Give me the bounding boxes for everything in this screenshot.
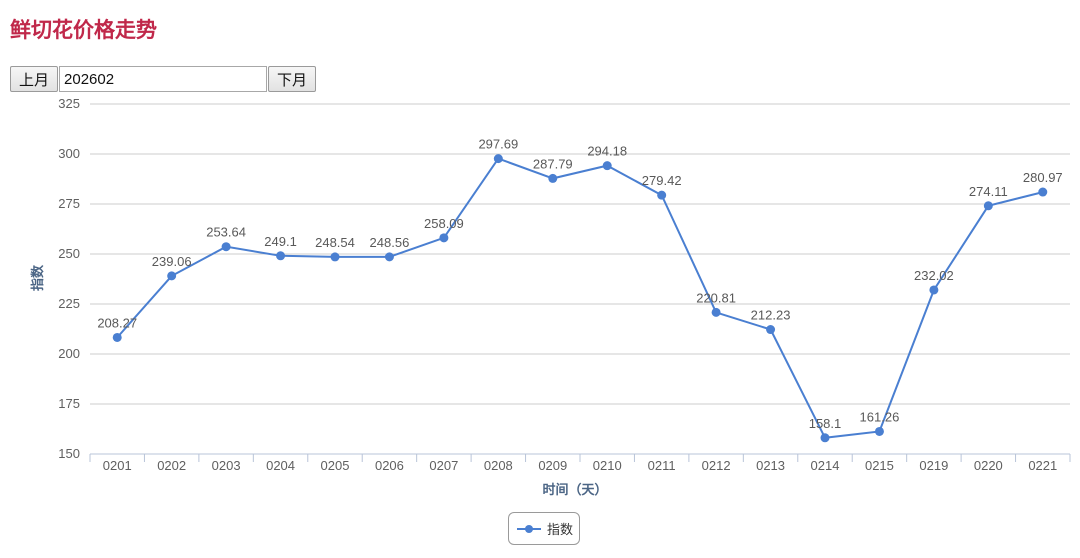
x-tick-label: 0219 bbox=[919, 458, 948, 473]
data-label: 280.97 bbox=[1023, 170, 1063, 185]
data-point[interactable] bbox=[167, 271, 177, 281]
x-axis: 0201 0202 0203 0204 0205 0206 0207 0208 0209 0210… bbox=[89, 454, 1071, 473]
data-point[interactable] bbox=[384, 252, 394, 262]
month-navigator: 上月 下月 bbox=[10, 66, 317, 92]
y-tick-label: 200 bbox=[58, 346, 80, 361]
x-tick-label: 0212 bbox=[702, 458, 731, 473]
legend-label: 指数 bbox=[546, 523, 573, 538]
x-tick-label: 0202 bbox=[157, 458, 186, 473]
data-point[interactable] bbox=[1038, 187, 1048, 197]
y-tick-label: 300 bbox=[58, 146, 80, 161]
data-point[interactable] bbox=[711, 307, 721, 317]
x-tick-label: 0213 bbox=[756, 458, 785, 473]
data-label: 279.42 bbox=[642, 173, 682, 188]
x-tick-label: 0215 bbox=[865, 458, 894, 473]
y-tick-label: 275 bbox=[58, 196, 80, 211]
x-tick-label: 0210 bbox=[593, 458, 622, 473]
x-tick-label: 0208 bbox=[484, 458, 513, 473]
month-input[interactable] bbox=[59, 66, 268, 92]
data-label: 248.56 bbox=[370, 235, 410, 250]
prev-month-button[interactable]: 上月 bbox=[10, 66, 59, 92]
data-label: 239.06 bbox=[152, 254, 192, 269]
x-tick-label: 0205 bbox=[321, 458, 350, 473]
data-label: 258.09 bbox=[424, 216, 464, 231]
data-label: 248.54 bbox=[315, 235, 355, 250]
y-tick-label: 250 bbox=[58, 246, 80, 261]
data-label: 253.64 bbox=[206, 225, 246, 240]
legend-line-marker-icon bbox=[516, 524, 541, 533]
data-point[interactable] bbox=[929, 285, 939, 295]
x-tick-label: 0203 bbox=[212, 458, 241, 473]
y-tick-label: 175 bbox=[58, 396, 80, 411]
data-point[interactable] bbox=[983, 201, 993, 211]
data-label: 161.26 bbox=[860, 409, 900, 424]
data-label: 274.11 bbox=[969, 184, 1008, 199]
x-tick-label: 0214 bbox=[811, 458, 840, 473]
series-line bbox=[116, 157, 1044, 439]
data-point[interactable] bbox=[493, 154, 503, 164]
data-label: 220.81 bbox=[696, 290, 736, 305]
data-label: 294.18 bbox=[587, 144, 627, 159]
data-labels: 208.27 239.06 253.64 249.1 248.54 248.56 258.0… bbox=[97, 137, 1062, 431]
x-tick-label: 0204 bbox=[266, 458, 295, 473]
data-point[interactable] bbox=[874, 426, 884, 436]
y-tick-label: 150 bbox=[58, 446, 80, 461]
legend-item[interactable]: 指数 bbox=[508, 512, 580, 545]
x-axis-title: 时间（天） bbox=[542, 482, 607, 498]
y-axis-title: 指数 bbox=[30, 264, 46, 291]
x-tick-label: 0209 bbox=[538, 458, 567, 473]
data-label: 249.1 bbox=[264, 234, 297, 249]
data-label: 158.1 bbox=[809, 416, 842, 431]
data-label: 287.79 bbox=[533, 156, 573, 171]
x-tick-label: 0220 bbox=[974, 458, 1003, 473]
x-tick-label: 0211 bbox=[648, 458, 676, 473]
data-point[interactable] bbox=[330, 252, 340, 262]
x-tick-label: 0201 bbox=[103, 458, 132, 473]
data-label: 297.69 bbox=[478, 137, 518, 152]
y-axis: 150 175 200 225 250 275 300 325 bbox=[58, 96, 80, 461]
data-points bbox=[112, 154, 1048, 443]
x-tick-label: 0221 bbox=[1028, 458, 1057, 473]
data-point[interactable] bbox=[657, 190, 667, 200]
y-tick-label: 325 bbox=[58, 96, 80, 111]
y-tick-label: 225 bbox=[58, 296, 80, 311]
page-title: 鲜切花价格走势 bbox=[10, 18, 157, 42]
data-point[interactable] bbox=[602, 161, 612, 171]
data-label: 212.23 bbox=[751, 308, 791, 323]
data-point[interactable] bbox=[439, 233, 449, 243]
data-point[interactable] bbox=[548, 173, 558, 183]
data-label: 208.27 bbox=[97, 315, 137, 330]
data-point[interactable] bbox=[112, 332, 122, 342]
data-point[interactable] bbox=[766, 325, 776, 335]
x-tick-label: 0206 bbox=[375, 458, 404, 473]
next-month-button[interactable]: 下月 bbox=[268, 66, 317, 92]
data-point[interactable] bbox=[820, 433, 830, 443]
data-label: 232.02 bbox=[914, 268, 954, 283]
data-point[interactable] bbox=[221, 242, 231, 252]
data-point[interactable] bbox=[276, 251, 286, 261]
x-tick-label: 0207 bbox=[429, 458, 458, 473]
